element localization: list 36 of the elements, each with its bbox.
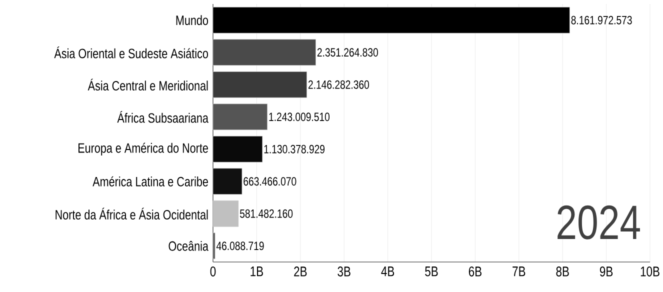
data-label: 663.466.070 [244, 177, 296, 186]
bar [212, 104, 268, 130]
x-tick-label: 3B [338, 266, 350, 276]
bar [212, 71, 307, 98]
annotation: 2024 [558, 205, 640, 240]
data-label: 581.482.160 [240, 209, 293, 218]
data-label: 2.146.282.360 [308, 80, 369, 89]
y-tick-label: Europa e América do Norte [78, 142, 208, 156]
x-tick-label: 1B [250, 266, 263, 276]
data-label: 1.130.378.929 [264, 144, 325, 154]
bar [212, 200, 239, 227]
y-tick-label: África Subsaariana [117, 110, 208, 123]
x-tick-label: 0 [210, 266, 216, 276]
bar [212, 232, 216, 260]
x-tick-label: 4B [381, 266, 394, 276]
data-label: 2.351.264.830 [317, 48, 378, 57]
y-tick-label: Mundo [176, 15, 208, 26]
x-tick-label: 5B [425, 266, 438, 276]
y-tick-label: Norte da África e Ásia Ocidental [56, 208, 208, 220]
x-tick-label: 10B [640, 266, 660, 276]
y-tick-label: América Latina e Caribe [92, 176, 208, 186]
x-tick-label: 2B [294, 266, 307, 276]
data-label: 1.243.009.510 [269, 112, 330, 122]
y-tick-label: Ásia Central e Meridional [88, 78, 208, 91]
bar [212, 6, 570, 34]
data-label: 8.161.972.573 [571, 16, 632, 24]
y-tick-label: Oceânia [168, 240, 208, 251]
x-tick-label: 9B [600, 266, 613, 276]
y-tick-label: Ásia Oriental e Sudeste Asiático [54, 46, 208, 58]
data-label: 46.088.719 [216, 242, 264, 250]
x-tick-label: 8B [556, 266, 569, 276]
x-tick-label: 6B [468, 266, 482, 276]
x-tick-label: 7B [512, 266, 526, 276]
bar [212, 39, 316, 66]
bar [212, 168, 242, 195]
bar [212, 136, 263, 162]
